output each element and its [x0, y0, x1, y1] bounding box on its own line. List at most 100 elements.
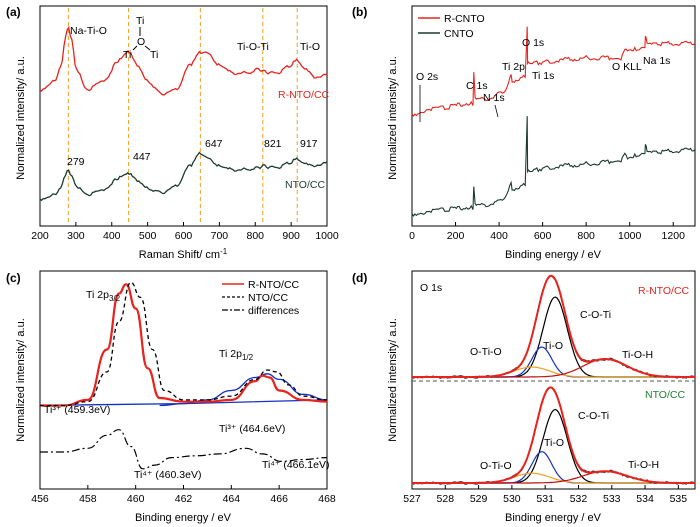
bond-label-ti-top: Ti: [136, 15, 144, 27]
xps-label-ti2p: Ti 2p: [502, 61, 525, 73]
peak-label-647: 647: [205, 138, 223, 150]
d-top-label-ti-o: Ti-O: [543, 340, 563, 352]
d-bottom-label-c-o-ti: C-O-Ti: [578, 410, 609, 422]
diff-label-ti3-464: Ti³⁺ (464.6eV): [219, 423, 285, 435]
panel-label-b: (b): [352, 5, 367, 19]
chart-a-xtick-label: 800: [246, 230, 264, 242]
xps-label-n1s: N 1s: [483, 92, 505, 104]
region-label-o1s: O 1s: [420, 282, 442, 294]
d-top-label-ti-o-h: Ti-O-H: [622, 349, 653, 361]
d-top-envelope: [412, 274, 695, 378]
chart-b-xlabel: Binding energy / eV: [505, 249, 602, 261]
chart-d-xtick-label: 534: [636, 493, 654, 505]
series-line-differences: [40, 429, 328, 470]
chart-c-xtick-label: 464: [223, 493, 241, 505]
series-label-r-nto-cc: R-NTO/CC: [278, 89, 330, 101]
chart-c-xtick-label: 462: [175, 493, 193, 505]
chart-d-xtick-label: 528: [437, 493, 455, 505]
chart-d-xtick-label: 527: [403, 493, 421, 505]
bond-label-ti-right: Ti: [150, 49, 158, 61]
series-line-r-cnto: [411, 26, 696, 117]
chart-c-xtick-label: 466: [270, 493, 288, 505]
label-ti2p12: Ti 2p1/2: [219, 348, 254, 362]
d-bottom-envelope: [412, 386, 695, 484]
chart-d-xlabel: Binding energy / eV: [505, 512, 602, 524]
legend-c-diff: differences: [248, 305, 299, 317]
chart-b-ylabel: Normalized intensity/ a.u.: [387, 56, 399, 180]
chart-a-xtick-label: 200: [31, 230, 49, 242]
bond-label-na-ti-o: Na-Ti-O: [70, 25, 107, 37]
chart-a: 200 300 400 500 600 700 800 900 1000 Raman Shift…: [15, 5, 339, 261]
chart-a-xtick-label: 300: [67, 230, 85, 242]
bond-label-ti-left: Ti: [123, 49, 131, 61]
d-top-component-c-o-ti: [412, 296, 695, 378]
chart-a-xtick-label: 400: [103, 230, 121, 242]
chart-a-xtick-label: 700: [211, 230, 229, 242]
chart-d-xtick-label: 535: [670, 493, 688, 505]
chart-d-xtick-label: 530: [503, 493, 521, 505]
d-top-label-c-o-ti: C-O-Ti: [580, 309, 611, 321]
series-label-nto-cc: NTO/CC: [285, 179, 325, 191]
legend-r-cnto: R-CNTO: [444, 13, 485, 25]
chart-c: 456 458 460 462 464 466 468 Binding energy / e…: [15, 270, 336, 524]
chart-d-frame: [411, 270, 696, 490]
chart-b-xtick-label: 1000: [618, 230, 642, 242]
chart-d-ylabel: Normalized intensity/ a.u.: [387, 318, 399, 442]
chart-d-xtick-label: 531: [536, 493, 554, 505]
peak-label-447: 447: [133, 151, 151, 163]
xps-label-okll: O KLL: [612, 61, 642, 73]
d-bottom-label-ti-o-h: Ti-O-H: [628, 459, 659, 471]
chart-c-ylabel: Normalized intensity/ a.u.: [15, 318, 27, 442]
chart-d-xtick-label: 532: [570, 493, 588, 505]
bond-label-ti-o-ti: Ti-O-Ti: [237, 41, 269, 53]
panel-label-a: (a): [6, 5, 21, 19]
chart-c-xtick-label: 458: [79, 493, 97, 505]
d-top-label-o-ti-o: O-Ti-O: [470, 346, 502, 358]
panel-label-c: (c): [6, 271, 21, 285]
chart-b-xtick-label: 600: [534, 230, 552, 242]
legend-c-nto: NTO/CC: [248, 292, 288, 304]
chart-a-frame: [39, 5, 328, 227]
chart-c-xtick-label: 456: [31, 493, 49, 505]
diff-label-ti3-459: Ti³⁺ (459.3eV): [44, 404, 110, 416]
legend-cnto: CNTO: [444, 28, 474, 40]
chart-d: 527 528 529 530 531 532 533 534 535 Binding ener…: [387, 270, 696, 524]
bond-label-ti-o: Ti-O: [300, 41, 320, 53]
d-bottom-label-o-ti-o: O-Ti-O: [480, 460, 512, 472]
series-line-r-nto-cc: [39, 25, 328, 96]
peak-label-279: 279: [67, 156, 85, 168]
chart-a-xtick-label: 600: [175, 230, 193, 242]
chart-b-frame: [411, 5, 696, 227]
chart-b-xtick-label: 1200: [662, 230, 686, 242]
peak-label-917: 917: [300, 138, 318, 150]
xps-label-o1s: O 1s: [522, 37, 544, 49]
d-bottom-label-ti-o: Ti-O: [544, 437, 564, 449]
panel-label-d: (d): [352, 271, 367, 285]
xps-label-c1s: C 1s: [466, 80, 488, 92]
chart-c-xlabel: Binding energy / eV: [135, 512, 232, 524]
peak-label-821: 821: [264, 138, 282, 150]
chart-a-xtick-label: 1000: [315, 230, 339, 242]
diff-label-ti4-460: Ti⁴⁺ (460.3eV): [134, 469, 201, 481]
bond-label-o-mid: O: [137, 36, 145, 48]
xps-label-ti1s: Ti 1s: [532, 70, 554, 82]
series-label-d-bottom: NTO/CC: [645, 389, 685, 401]
chart-d-xtick-label: 529: [470, 493, 488, 505]
chart-b-xtick-label: 400: [490, 230, 508, 242]
chart-a-xtick-label: 500: [139, 230, 157, 242]
chart-a-xlabel: Raman Shift/ cm-1: [139, 247, 228, 261]
series-line-nto-cc: [39, 151, 328, 202]
diff-label-ti4-466: Ti⁴⁺ (466.1eV): [262, 459, 329, 471]
xps-label-o2s: O 2s: [416, 71, 438, 83]
chart-b-xtick-label: 0: [409, 230, 415, 242]
chart-b-xtick-label: 800: [577, 230, 595, 242]
chart-b-xtick-label: 200: [447, 230, 465, 242]
chart-d-xtick-label: 533: [603, 493, 621, 505]
chart-c-xtick-label: 460: [127, 493, 145, 505]
chart-a-xtick-label: 900: [282, 230, 300, 242]
xps-label-na1s: Na 1s: [643, 55, 670, 67]
series-line-r-nto-cc: [40, 283, 328, 407]
chart-c-xtick-label: 468: [318, 493, 336, 505]
chart-a-ylabel: Normalized intensity/ a.u.: [15, 56, 27, 180]
